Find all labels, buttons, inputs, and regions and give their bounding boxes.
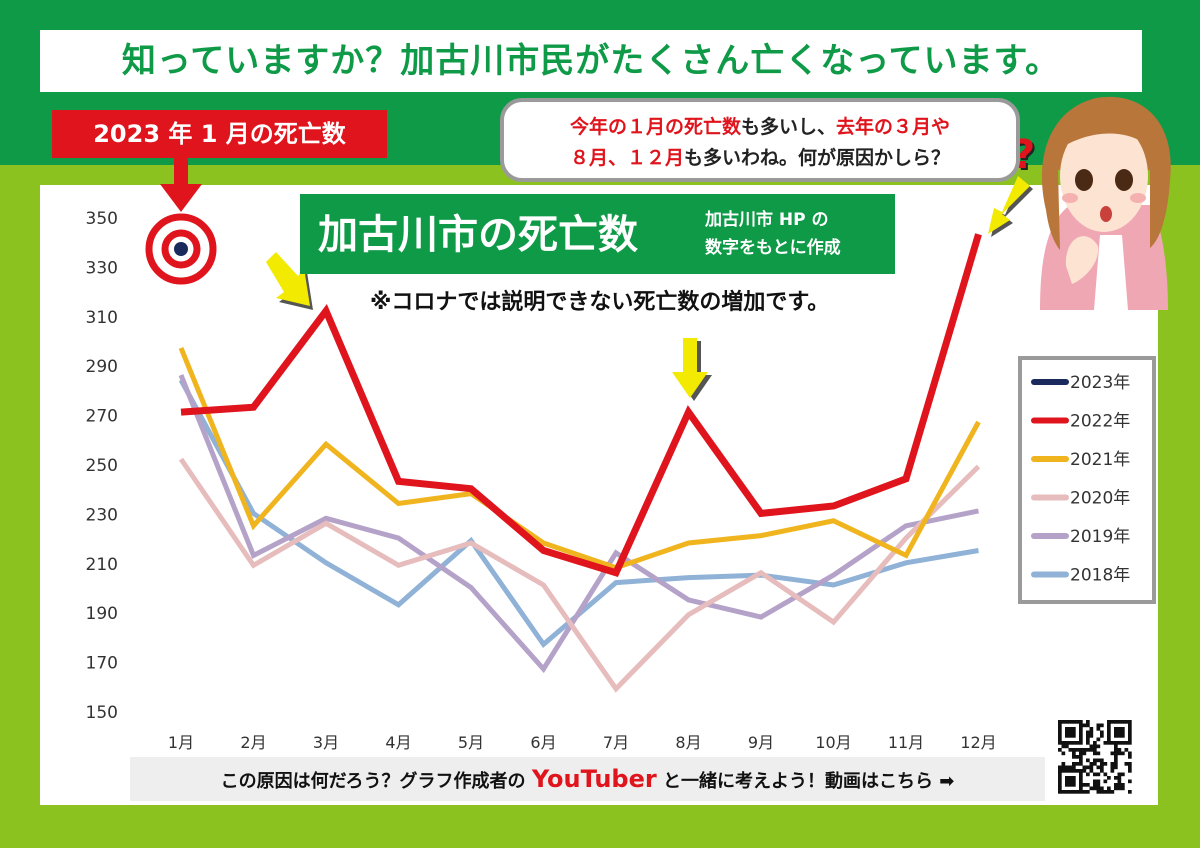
x-tick-label: 12月	[960, 733, 996, 752]
youtuber-link[interactable]: YouTuber	[531, 765, 657, 793]
bubble-text-1c: 去年の３月や	[836, 116, 951, 138]
youtube-banner[interactable]: この原因は何だろう？グラフ作成者の YouTuber と一緒に考えよう！動画はこ…	[130, 757, 1045, 801]
chart-source-line-2: 数字をもとに作成	[705, 238, 841, 258]
arrow-to-dec-2022	[988, 176, 1033, 237]
chart-source-note: 加古川市 HP の 数字をもとに作成	[705, 206, 841, 262]
chart-source-line-1: 加古川市 HP の	[705, 210, 829, 230]
legend-label: 2018年	[1070, 566, 1130, 586]
jan-2023-deaths-tag: 2023 年 1 月の死亡数	[52, 110, 387, 158]
y-tick-label: 150	[86, 703, 118, 723]
y-axis-ticks: 350 330 310 290 270 250 230 210 190 170 150	[86, 209, 118, 723]
y-tick-label: 190	[86, 604, 118, 624]
x-tick-label: 6月	[530, 733, 556, 752]
x-tick-label: 8月	[675, 733, 701, 752]
legend-label: 2019年	[1070, 527, 1130, 547]
x-tick-label: 1月	[168, 733, 194, 752]
y-tick-label: 330	[86, 258, 118, 278]
x-axis-ticks: 1月 2月 3月 4月 5月 6月 7月 8月 9月 10月 11月 12月	[168, 733, 997, 752]
qr-code-icon	[1053, 717, 1137, 795]
y-tick-label: 310	[86, 308, 118, 328]
tag-down-arrow	[160, 150, 202, 212]
legend-label: 2020年	[1070, 489, 1130, 509]
bubble-text-2a: ８月、１２月	[569, 147, 684, 169]
series-line-2020	[178, 457, 981, 693]
series-lines	[178, 233, 982, 693]
x-tick-label: 5月	[458, 733, 484, 752]
legend-label: 2022年	[1070, 412, 1130, 432]
y-tick-label: 270	[86, 407, 118, 427]
arrow-to-mar-2022	[266, 252, 313, 310]
y-tick-label: 170	[86, 654, 118, 674]
bubble-text-1b: も多いし、	[740, 116, 836, 138]
x-tick-label: 10月	[815, 733, 851, 752]
x-tick-label: 9月	[748, 733, 774, 752]
series-line-2021	[178, 346, 981, 571]
chart-title-box: 加古川市の死亡数 加古川市 HP の 数字をもとに作成	[300, 194, 895, 274]
y-tick-label: 230	[86, 505, 118, 525]
chart-panel	[40, 185, 1158, 805]
headline: 知っていますか？加古川市民がたくさん亡くなっています。	[40, 30, 1142, 92]
chart-title: 加古川市の死亡数	[318, 212, 638, 258]
right-arrow-icon: ➡	[939, 771, 955, 792]
x-tick-label: 3月	[313, 733, 339, 752]
x-tick-label: 2月	[240, 733, 266, 752]
woman-illustration	[1040, 96, 1171, 310]
legend-label: 2021年	[1070, 450, 1130, 470]
legend: 2023年 2022年 2021年 2020年 2019年 2018年	[1018, 356, 1156, 604]
y-tick-label: 350	[86, 209, 118, 229]
series-line-2018	[178, 378, 979, 648]
series-line-2022	[180, 233, 982, 577]
y-tick-label: 290	[86, 357, 118, 377]
legend-label: 2023年	[1070, 373, 1130, 393]
jan-2023-point	[174, 242, 188, 256]
x-tick-label: 7月	[603, 733, 629, 752]
x-tick-label: 11月	[888, 733, 924, 752]
y-tick-label: 250	[86, 456, 118, 476]
covid-note: ※コロナでは説明できない死亡数の増加です。	[370, 290, 830, 315]
y-tick-label: 210	[86, 555, 118, 575]
speech-bubble: 今年の１月の死亡数も多いし、去年の３月や ８月、１２月も多いわね。何が原因かしら…	[500, 98, 1020, 182]
bubble-text-2b: も多いわね。何が原因かしら？	[684, 147, 951, 169]
arrow-to-aug-2022	[672, 338, 712, 401]
jan-2023-target-marker	[145, 213, 217, 285]
bubble-text-1a: 今年の１月の死亡数	[569, 116, 741, 138]
x-tick-label: 4月	[385, 733, 411, 752]
series-line-2019	[178, 374, 980, 674]
banner-text-b: と一緒に考えよう！動画はこちら	[662, 771, 933, 792]
banner-text-a: この原因は何だろう？グラフ作成者の	[220, 771, 526, 792]
